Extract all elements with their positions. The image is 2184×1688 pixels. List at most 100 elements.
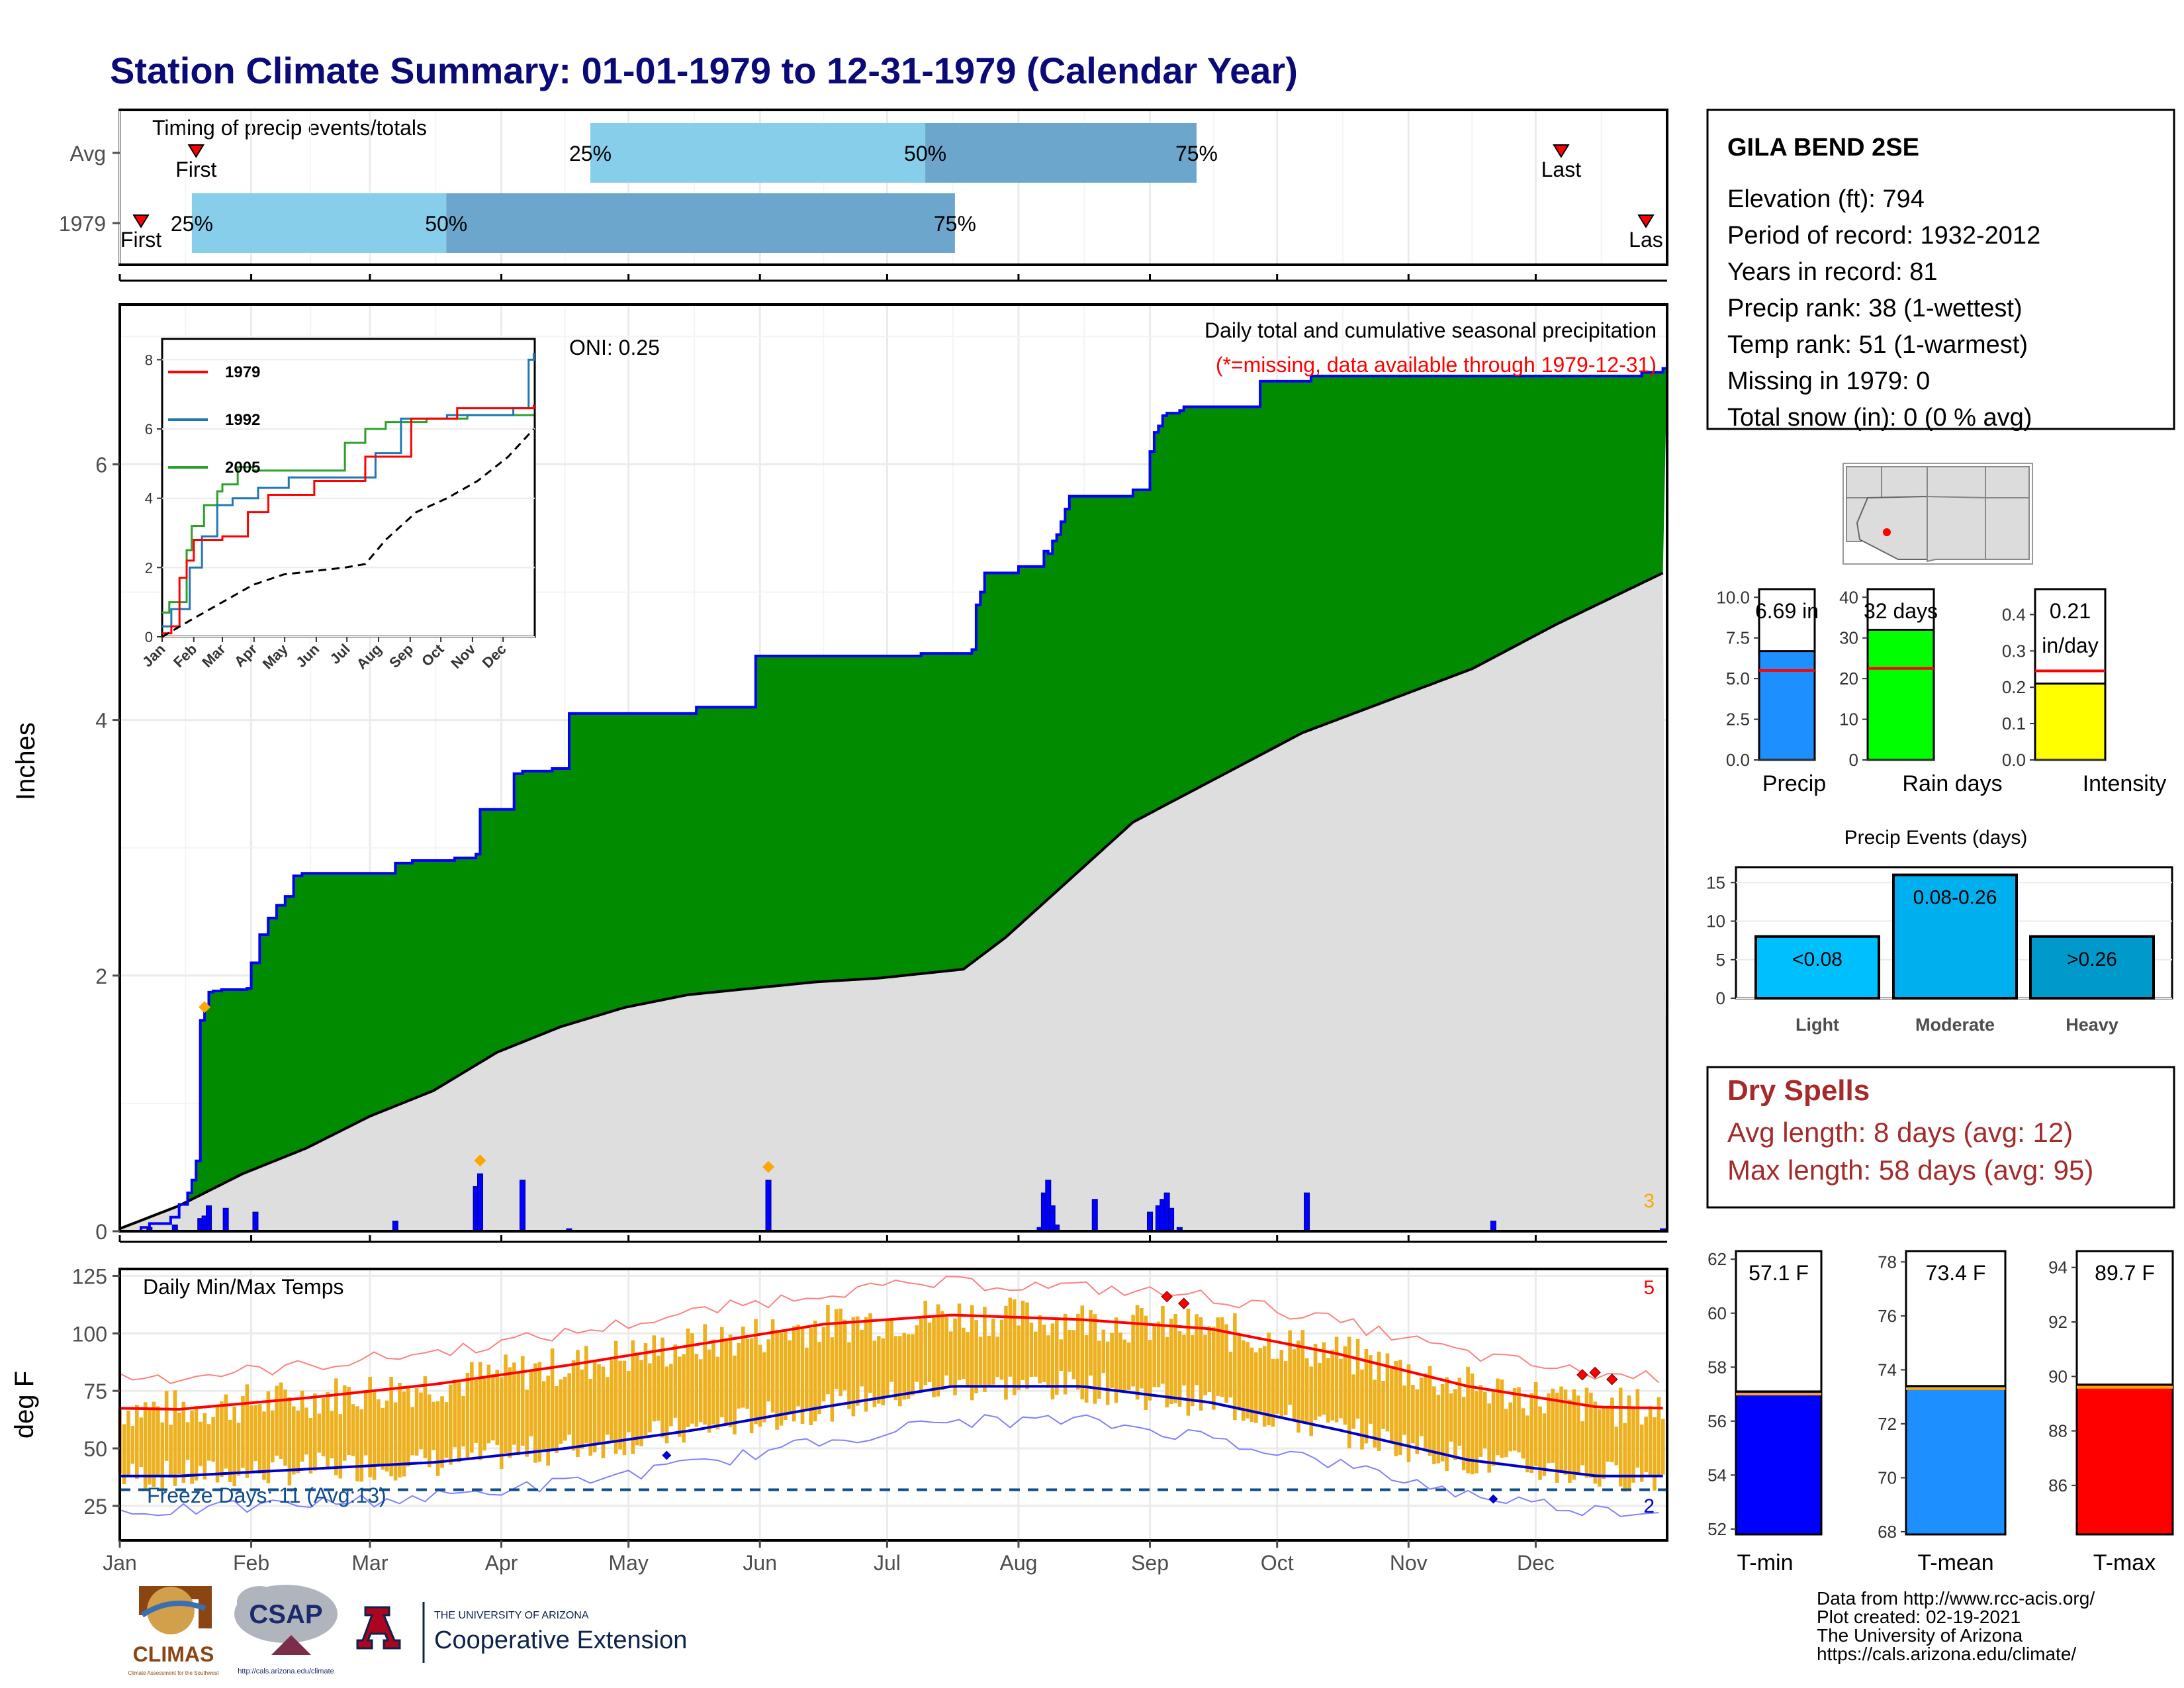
daily-temp-range-bar: [1555, 1392, 1559, 1483]
daily-temp-range-bar: [1584, 1387, 1589, 1478]
daily-temp-range-bar: [1482, 1391, 1487, 1449]
daily-temp-range-bar: [652, 1335, 657, 1422]
daily-temp-range-bar: [1419, 1377, 1424, 1436]
daily-temp-range-bar: [428, 1394, 432, 1468]
daily-temp-range-bar: [847, 1342, 851, 1409]
ua-logo[interactable]: THE UNIVERSITY OF ARIZONA Cooperative Ex…: [356, 1602, 687, 1663]
daily-temp-range-bar: [1449, 1393, 1453, 1442]
daily-temp-range-bar: [1508, 1402, 1512, 1452]
daily-temp-range-bar: [1309, 1366, 1313, 1436]
precip-y-tick-label: 0: [95, 1220, 107, 1244]
inset-y-tick-label: 2: [145, 559, 153, 576]
daily-temp-range-bar: [1089, 1310, 1093, 1376]
daily-temp-range-bar: [1440, 1383, 1445, 1462]
station-location-marker: [1883, 528, 1891, 536]
csap-mountain: [271, 1635, 311, 1655]
daily-precip-max-marker: [199, 1001, 211, 1013]
precip-panel: 0 2 4 6 Inches ONI: 0.25 Daily total and cu…: [11, 303, 1668, 1244]
daily-temp-range-bar: [1602, 1407, 1606, 1479]
daily-temp-range-bar: [643, 1343, 648, 1438]
daily-precip-bar: [252, 1211, 259, 1232]
summary-bar-category-label: Precip: [1762, 771, 1826, 796]
daily-temp-range-bar: [1182, 1335, 1186, 1386]
average-max-temp-line: [119, 1313, 1663, 1411]
timing-p50-label: 50%: [425, 212, 467, 236]
daily-temp-range-bar: [1118, 1333, 1122, 1392]
daily-temp-range-bar: [1262, 1346, 1267, 1427]
daily-temp-range-bar: [1648, 1406, 1653, 1477]
station-snow: Total snow (in): 0 (0 % avg): [1727, 404, 2032, 432]
daily-temp-range-bar: [754, 1319, 758, 1425]
daily-temp-range-bar: [762, 1352, 766, 1423]
daily-temp-range-bar: [813, 1320, 817, 1422]
temp-bar-tick-label: 94: [2048, 1258, 2068, 1278]
station-frame: [1706, 109, 2175, 430]
daily-temp-range-bar: [326, 1391, 330, 1470]
summary-bar-value: [1866, 628, 1935, 761]
daily-temp-range-bar: [398, 1383, 402, 1478]
daily-temp-range-bar: [1224, 1324, 1228, 1403]
record-low-marker: [1488, 1494, 1498, 1504]
daily-temp-range-bar: [584, 1346, 588, 1444]
events-title: Precip Events (days): [1844, 827, 2028, 849]
daily-temp-range-bar: [287, 1397, 292, 1485]
csap-logo[interactable]: CSAP http://cals.arizona.edu/climate: [234, 1585, 338, 1675]
summary-bar-tick-label: 0: [1849, 750, 1858, 770]
daily-temp-range-bar: [220, 1401, 224, 1477]
footer-institution: The University of Arizona: [1817, 1625, 2023, 1646]
daily-temp-range-bar: [631, 1340, 635, 1454]
daily-temp-range-bar: [470, 1362, 474, 1453]
daily-temp-range-bar: [122, 1424, 126, 1485]
daily-temp-range-bar: [321, 1397, 326, 1456]
daily-temp-range-bar: [1504, 1409, 1508, 1458]
temp-y-tick-label: 100: [72, 1322, 107, 1346]
daily-temp-range-bar: [1101, 1329, 1106, 1374]
month-tick-label: Mar: [351, 1551, 388, 1575]
daily-temp-range-bar: [224, 1394, 228, 1469]
summary-bar-value-label: 32 days: [1864, 599, 1938, 623]
daily-temp-range-bar: [1487, 1403, 1491, 1473]
daily-temp-range-bar: [1525, 1415, 1529, 1473]
daily-temp-range-bar: [834, 1309, 839, 1389]
daily-temp-range-bar: [1428, 1366, 1432, 1456]
daily-temp-range-bar: [143, 1402, 148, 1490]
daily-temp-range-bar: [1292, 1349, 1297, 1421]
daily-temp-range-bar: [648, 1363, 652, 1432]
daily-temp-range-bar: [800, 1328, 805, 1424]
last-event-label: Last: [1541, 158, 1582, 181]
inset-legend-label: 1979: [225, 363, 260, 381]
daily-temp-range-bar: [1627, 1395, 1631, 1491]
timing-bar-50-75: [925, 123, 1197, 183]
temp-bar-tick-label: 76: [1878, 1306, 1897, 1326]
daily-temp-range-bar: [1046, 1335, 1050, 1388]
daily-temp-range-bar: [1661, 1419, 1665, 1475]
daily-temp-range-bar: [1470, 1373, 1475, 1475]
daily-temp-range-bar: [1576, 1395, 1580, 1473]
temp-y-tick-label: 125: [72, 1264, 107, 1288]
daily-temp-range-bar: [342, 1385, 347, 1461]
daily-temp-range-bar: [1360, 1369, 1364, 1450]
daily-temp-range-bar: [860, 1329, 864, 1387]
summary-bar-tick-label: 40: [1839, 587, 1858, 607]
daily-temp-range-bar: [719, 1327, 724, 1418]
daily-temp-range-bar: [627, 1371, 631, 1432]
daily-temp-range-bar: [1038, 1315, 1042, 1383]
map-utah: [1881, 466, 1928, 499]
daily-temp-range-bar: [1275, 1358, 1279, 1414]
daily-temp-range-bar: [173, 1390, 177, 1486]
station-elevation: Elevation (ft): 794: [1727, 185, 1925, 213]
map-colorado: [1927, 466, 1986, 499]
daily-precip-bar: [477, 1173, 483, 1232]
station-period: Period of record: 1932-2012: [1727, 222, 2040, 250]
inset-y-tick-label: 4: [145, 491, 153, 507]
month-tick-label: Oct: [1261, 1551, 1294, 1575]
daily-temp-range-bar: [1071, 1330, 1076, 1380]
daily-temp-range-bar: [622, 1360, 627, 1456]
daily-temp-range-bar: [1097, 1340, 1101, 1399]
footer-url: https://cals.arizona.edu/climate/: [1817, 1644, 2076, 1664]
record-high-marker: [1576, 1369, 1588, 1381]
daily-temp-range-bar: [1610, 1397, 1614, 1462]
climas-logo[interactable]: CLIMAS Climate Assessment for the Southw…: [128, 1586, 220, 1676]
climas-logo-wave: [140, 1601, 206, 1618]
